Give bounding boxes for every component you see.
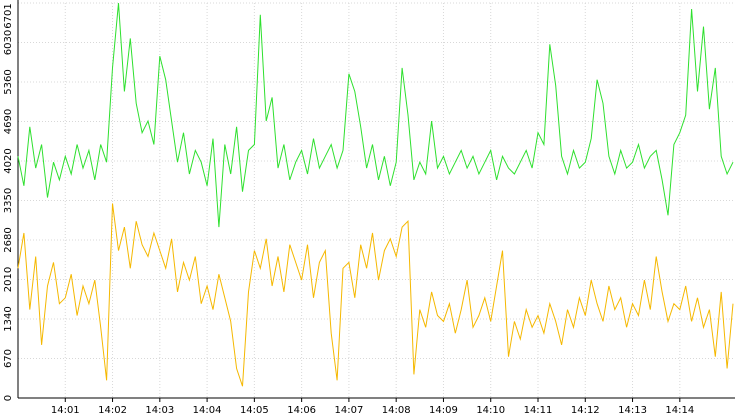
y-tick-label: 4020: [3, 148, 14, 173]
y-tick-label: 6701: [3, 3, 14, 28]
y-tick-label: 670: [3, 349, 14, 368]
y-tick-label: 2010: [3, 267, 14, 292]
x-tick-label: 14:01: [51, 405, 80, 415]
y-tick-label: 4690: [3, 109, 14, 134]
x-tick-label: 14:04: [193, 405, 222, 415]
x-tick-label: 14:03: [145, 405, 174, 415]
x-tick-label: 14:05: [240, 405, 269, 415]
y-tick-label: 0: [3, 395, 14, 401]
x-tick-label: 14:07: [334, 405, 363, 415]
x-tick-label: 14:12: [571, 405, 600, 415]
series-line: [17, 3, 734, 228]
y-tick-label: 5360: [3, 69, 14, 94]
x-tick-label: 14:10: [476, 405, 505, 415]
x-tick-label: 14:06: [287, 405, 316, 415]
series-line: [17, 203, 734, 387]
x-tick-label: 14:14: [665, 405, 694, 415]
y-tick-label: 2680: [3, 227, 14, 252]
y-tick-label: 3350: [3, 188, 14, 213]
x-tick-label: 14:08: [382, 405, 411, 415]
y-tick-label: 1340: [3, 306, 14, 331]
x-tick-label: 14:11: [524, 405, 553, 415]
x-tick-label: 14:02: [98, 405, 127, 415]
x-tick-label: 14:09: [429, 405, 458, 415]
x-tick-label: 14:13: [618, 405, 647, 415]
y-tick-label: 6030: [3, 30, 14, 55]
